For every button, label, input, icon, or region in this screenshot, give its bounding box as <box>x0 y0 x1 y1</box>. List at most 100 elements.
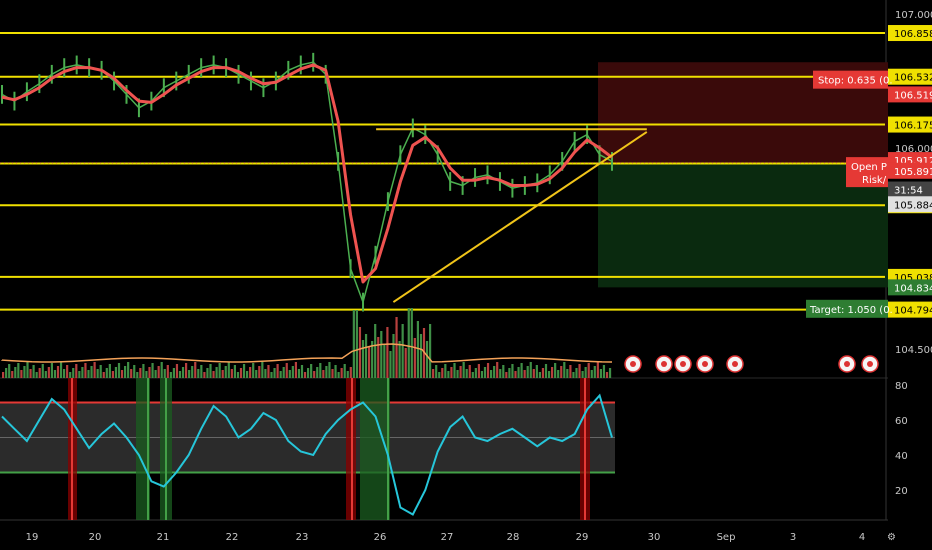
osc-signal-column <box>136 378 150 520</box>
volume-bar <box>111 371 114 378</box>
volume-bar <box>474 368 477 378</box>
volume-bar <box>90 366 93 378</box>
volume-bar <box>233 365 236 378</box>
volume-bar <box>310 364 313 378</box>
volume-bar <box>547 371 551 378</box>
osc-tick-label: 40 <box>895 451 908 462</box>
volume-bar <box>557 370 560 378</box>
volume-bar <box>349 367 352 378</box>
volume-bar <box>218 363 221 378</box>
event-dot-icon <box>680 361 686 367</box>
time-tick-label: 21 <box>157 532 170 543</box>
open-label-2: Risk/ <box>862 175 887 186</box>
volume-bar <box>551 367 554 378</box>
volume-bar <box>99 365 102 378</box>
price-tag-bg <box>888 196 932 213</box>
volume-bar <box>331 369 334 378</box>
volume-bar <box>307 368 310 378</box>
trendline-0[interactable] <box>392 131 648 303</box>
price-tick-label: 104.500 <box>895 345 932 356</box>
volume-bar <box>508 368 511 378</box>
volume-bar <box>32 365 35 378</box>
volume-bar <box>477 364 480 378</box>
volume-bar <box>66 365 69 378</box>
volume-bar <box>157 366 160 378</box>
open-label-bg <box>846 157 888 188</box>
volume-bar <box>261 362 264 378</box>
volume-bar <box>297 369 301 378</box>
volume-bar <box>75 364 78 378</box>
volume-bar <box>572 372 575 378</box>
volume-bar <box>2 372 5 378</box>
volume-bar <box>447 371 450 378</box>
volume-bar <box>151 363 154 378</box>
volume-bar <box>438 372 441 378</box>
price-tag-bg <box>888 86 932 103</box>
volume-bar <box>114 367 118 378</box>
stop-label-bg <box>813 70 888 89</box>
volume-bar <box>584 367 587 378</box>
volume-bar <box>340 368 343 378</box>
time-tick-label: Sep <box>717 532 736 543</box>
volume-bar <box>560 366 563 378</box>
volume-bar <box>429 324 432 378</box>
volume-bar <box>14 367 17 378</box>
osc-tick-label: 60 <box>895 416 908 427</box>
event-dot-icon <box>661 361 667 367</box>
volume-bar <box>325 366 328 378</box>
volume-bar <box>456 370 459 378</box>
price-tag-label: 104.834 <box>894 283 932 294</box>
volume-bar <box>563 362 566 378</box>
volume-bar <box>93 362 96 378</box>
price-tag-label: 105.884 <box>894 200 932 211</box>
volume-bar <box>352 310 355 378</box>
volume-bar <box>63 369 66 378</box>
volume-bar <box>380 331 383 378</box>
volume-bar <box>294 362 297 378</box>
volume-bar <box>96 369 99 378</box>
price-tag-label: 105.891 <box>894 167 932 178</box>
volume-bar <box>44 371 47 378</box>
volume-bar <box>53 370 57 378</box>
open-label-1: Open P <box>851 162 887 173</box>
volume-bar <box>175 364 179 378</box>
volume-bar <box>181 367 185 378</box>
volume-bar <box>334 365 337 378</box>
volume-bar <box>526 366 529 378</box>
volume-bar <box>273 368 276 378</box>
volume-bar <box>368 347 371 378</box>
time-tick-label: 19 <box>26 532 39 543</box>
volume-bar <box>221 370 224 378</box>
volume-bar <box>11 371 14 378</box>
volume-bar <box>224 366 227 378</box>
level-tag-label: 106.175 <box>894 121 932 132</box>
osc-tick-label: 80 <box>895 381 908 392</box>
volume-bar <box>300 365 304 378</box>
volume-bar <box>209 364 212 378</box>
volume-bar <box>355 310 358 378</box>
volume-bar <box>413 338 416 378</box>
volume-bar <box>145 371 148 378</box>
event-dot-icon <box>702 361 708 367</box>
volume-ma-line <box>1 343 613 363</box>
volume-bar <box>398 341 401 378</box>
target-label: Target: 1.050 (0. <box>809 305 893 316</box>
volume-bar <box>197 369 200 378</box>
volume-bar <box>69 372 72 378</box>
volume-bar <box>444 364 447 378</box>
gear-icon[interactable]: ⚙ <box>887 532 896 543</box>
price-tag-bg <box>888 181 932 198</box>
volume-bar <box>569 365 572 378</box>
volume-bar <box>84 363 87 378</box>
volume-bar <box>303 372 307 378</box>
volume-bar <box>541 368 545 378</box>
level-tag-label: 104.794 <box>894 306 932 317</box>
volume-bar <box>200 365 203 378</box>
volume-bar <box>29 369 32 378</box>
volume-bar <box>282 367 285 378</box>
volume-bar <box>502 365 505 378</box>
volume-bar <box>432 369 435 378</box>
volume-bar <box>81 367 84 378</box>
volume-bar <box>154 370 157 378</box>
